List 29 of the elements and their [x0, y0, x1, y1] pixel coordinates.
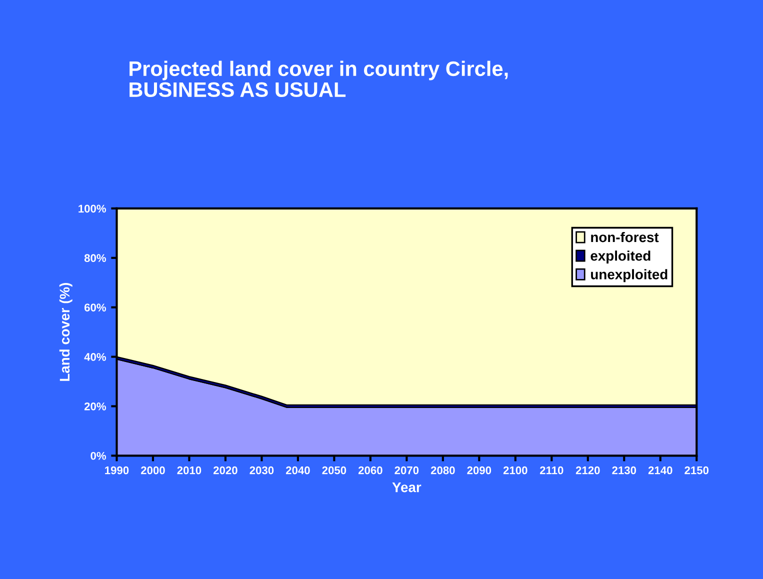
x-tick-label: 2030 [250, 466, 274, 474]
x-tick-label: 2000 [141, 466, 165, 474]
x-axis-title: Year [392, 482, 422, 492]
x-tick-label: 2110 [540, 466, 564, 474]
x-tick-label: 2120 [576, 466, 600, 474]
x-tick-label: 1990 [105, 466, 129, 474]
x-tick-label: 2060 [358, 466, 382, 474]
x-tick-label: 2050 [322, 466, 346, 474]
y-tick-label: 40% [84, 353, 106, 361]
y-tick-label: 80% [84, 254, 106, 262]
x-tick-label: 2020 [213, 466, 238, 474]
x-tick-label: 2100 [503, 466, 528, 474]
x-tick-label: 2150 [684, 466, 709, 474]
x-tick-label: 2070 [394, 466, 419, 474]
y-tick-label: 60% [84, 304, 106, 312]
x-tick-label: 2090 [467, 466, 492, 474]
x-tick-label: 2040 [286, 466, 310, 474]
legend-label: non-forest [591, 232, 659, 242]
y-tick-label: 100% [78, 204, 106, 213]
x-tick-label: 2080 [430, 466, 455, 474]
x-tick-label: 2130 [612, 466, 636, 474]
chart-title: Projected land cover in country Circle, BUSINESS AS USUAL [130, 60, 508, 98]
legend-label: unexploited [591, 269, 668, 282]
y-tick-label: 20% [84, 402, 106, 410]
y-axis-title: Land cover (%) [59, 282, 72, 381]
legend-label: exploited [590, 250, 650, 264]
x-tick-label: 2140 [648, 466, 672, 474]
y-tick-label: 0% [90, 452, 106, 460]
x-tick-label: 2010 [177, 466, 202, 474]
